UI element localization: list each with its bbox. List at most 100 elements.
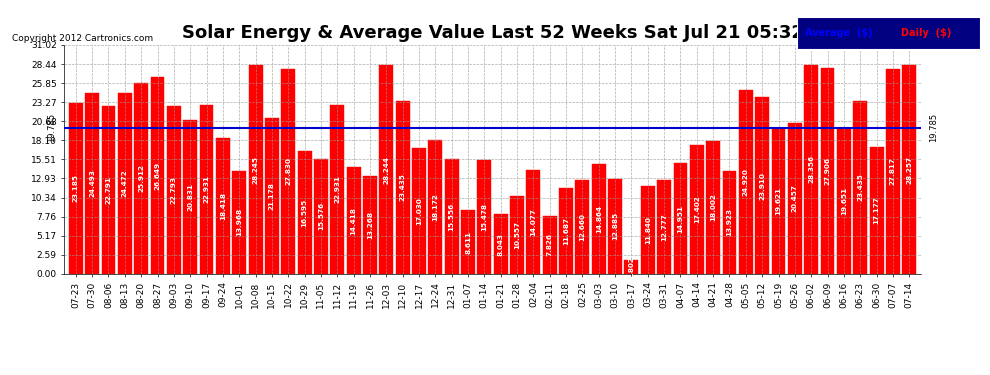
Bar bbox=[788, 123, 802, 274]
Text: 17.402: 17.402 bbox=[694, 196, 700, 223]
Bar bbox=[625, 261, 639, 274]
Text: 24.920: 24.920 bbox=[742, 168, 748, 196]
Text: 12.660: 12.660 bbox=[579, 213, 585, 241]
Text: 23.435: 23.435 bbox=[400, 173, 406, 201]
Bar bbox=[379, 66, 393, 274]
Text: 28.356: 28.356 bbox=[808, 155, 814, 183]
Bar bbox=[771, 129, 785, 274]
Bar bbox=[298, 152, 312, 274]
Text: 21.178: 21.178 bbox=[269, 182, 275, 210]
Bar bbox=[755, 98, 769, 274]
Text: 24.472: 24.472 bbox=[122, 170, 128, 197]
Bar bbox=[461, 210, 475, 274]
Text: 13.923: 13.923 bbox=[727, 209, 733, 236]
Text: 28.245: 28.245 bbox=[252, 156, 258, 184]
Text: 27.817: 27.817 bbox=[890, 157, 896, 185]
Bar bbox=[69, 103, 83, 274]
Bar bbox=[331, 105, 345, 274]
Bar bbox=[559, 188, 573, 274]
Text: 13.968: 13.968 bbox=[237, 208, 243, 236]
Text: 13.268: 13.268 bbox=[367, 211, 373, 239]
Bar bbox=[853, 101, 867, 274]
Bar bbox=[886, 69, 900, 274]
Bar bbox=[739, 90, 752, 274]
Text: 22.791: 22.791 bbox=[106, 176, 112, 204]
Bar bbox=[248, 66, 262, 274]
Text: 11.687: 11.687 bbox=[563, 217, 569, 244]
Text: 17.030: 17.030 bbox=[416, 197, 422, 225]
Bar bbox=[233, 171, 247, 274]
Text: 12.777: 12.777 bbox=[661, 213, 667, 240]
Bar bbox=[494, 214, 508, 274]
Text: 8.043: 8.043 bbox=[498, 232, 504, 255]
Bar bbox=[837, 129, 850, 274]
Text: 23.910: 23.910 bbox=[759, 172, 765, 200]
Bar bbox=[314, 159, 328, 274]
Bar bbox=[543, 216, 556, 274]
Text: 26.649: 26.649 bbox=[154, 161, 160, 189]
Text: 17.177: 17.177 bbox=[873, 196, 879, 224]
Bar bbox=[608, 179, 622, 274]
Text: 18.418: 18.418 bbox=[220, 192, 226, 220]
Text: 25.912: 25.912 bbox=[139, 164, 145, 192]
Bar bbox=[118, 93, 132, 274]
Text: 27.830: 27.830 bbox=[285, 157, 291, 185]
Text: 11.840: 11.840 bbox=[644, 216, 650, 244]
Text: 18.172: 18.172 bbox=[433, 193, 439, 220]
Text: 19.785: 19.785 bbox=[930, 113, 939, 142]
Text: 14.864: 14.864 bbox=[596, 205, 602, 233]
Bar bbox=[200, 105, 214, 274]
Bar bbox=[821, 68, 835, 274]
Text: 15.478: 15.478 bbox=[481, 202, 487, 231]
Text: 12.885: 12.885 bbox=[612, 212, 618, 240]
Text: 7.826: 7.826 bbox=[546, 233, 552, 256]
Bar bbox=[592, 164, 606, 274]
Text: 14.077: 14.077 bbox=[531, 208, 537, 236]
Text: 14.418: 14.418 bbox=[350, 207, 356, 234]
Text: 22.793: 22.793 bbox=[171, 176, 177, 204]
Text: 27.906: 27.906 bbox=[825, 157, 831, 185]
Text: 15.576: 15.576 bbox=[318, 202, 324, 230]
Text: 20.831: 20.831 bbox=[187, 183, 193, 211]
Bar bbox=[902, 65, 916, 274]
Bar bbox=[690, 146, 704, 274]
Text: 23.435: 23.435 bbox=[857, 173, 863, 201]
Text: 18.002: 18.002 bbox=[710, 194, 716, 221]
Bar bbox=[575, 180, 589, 274]
Text: 22.931: 22.931 bbox=[204, 175, 210, 203]
Text: Copyright 2012 Cartronics.com: Copyright 2012 Cartronics.com bbox=[12, 34, 153, 43]
Text: 28.257: 28.257 bbox=[906, 156, 912, 184]
Bar bbox=[363, 176, 377, 274]
Bar bbox=[445, 159, 458, 274]
Bar bbox=[706, 141, 720, 274]
Bar bbox=[167, 106, 181, 274]
Bar bbox=[510, 196, 524, 274]
Bar bbox=[216, 138, 230, 274]
Text: 19.651: 19.651 bbox=[841, 187, 846, 215]
Bar bbox=[657, 180, 671, 274]
Title: Solar Energy & Average Value Last 52 Weeks Sat Jul 21 05:32: Solar Energy & Average Value Last 52 Wee… bbox=[181, 24, 804, 42]
Bar bbox=[723, 171, 737, 274]
Bar bbox=[281, 69, 295, 274]
Text: 8.611: 8.611 bbox=[465, 231, 471, 254]
Bar bbox=[135, 82, 148, 274]
Bar bbox=[477, 160, 491, 274]
Bar bbox=[804, 64, 818, 274]
Text: 10.557: 10.557 bbox=[514, 221, 520, 249]
Bar bbox=[412, 148, 426, 274]
Text: 24.493: 24.493 bbox=[89, 170, 95, 197]
Text: 19.621: 19.621 bbox=[775, 188, 781, 215]
Text: 16.595: 16.595 bbox=[302, 198, 308, 226]
Bar bbox=[265, 118, 279, 274]
Bar bbox=[102, 106, 116, 274]
Text: 23.185: 23.185 bbox=[73, 174, 79, 202]
Text: 22.931: 22.931 bbox=[335, 175, 341, 203]
Bar bbox=[673, 164, 687, 274]
Text: Daily  ($): Daily ($) bbox=[901, 28, 951, 38]
Bar bbox=[85, 93, 99, 274]
Text: 14.951: 14.951 bbox=[677, 205, 683, 232]
Bar bbox=[150, 77, 164, 274]
Text: 19.785: 19.785 bbox=[47, 113, 55, 142]
Bar bbox=[527, 170, 541, 274]
Bar bbox=[869, 147, 883, 274]
